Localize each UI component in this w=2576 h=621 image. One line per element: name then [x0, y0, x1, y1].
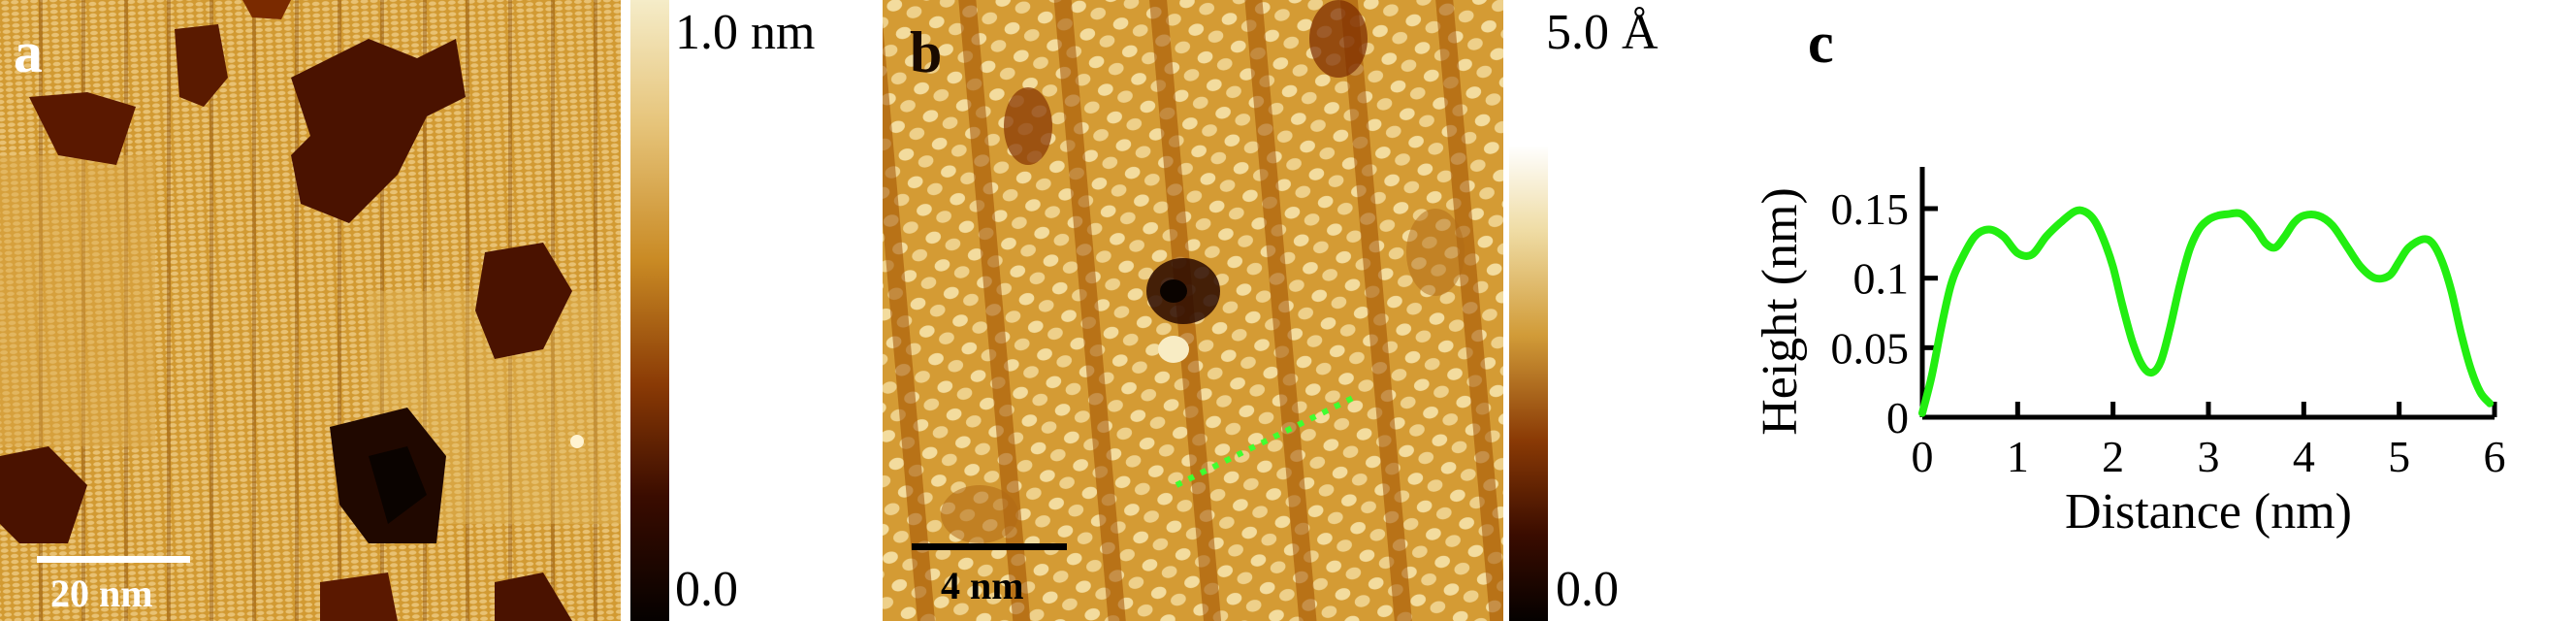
x-tick-label: 0: [1912, 432, 1934, 481]
x-axis-label: Distance (nm): [2065, 484, 2352, 539]
x-tick-label: 4: [2293, 432, 2315, 481]
y-axis-label: Height (nm): [1753, 187, 1808, 436]
x-tick-label: 5: [2388, 432, 2410, 481]
colorbar-a-min-label: 0.0: [675, 562, 738, 617]
stm-image-b: [883, 0, 1503, 621]
panel-letter-c: c: [1808, 11, 1834, 75]
height-profile-chart: 0 1 2 3 4 5 6 0 0.05 0.1 0.15 Distance (nm) Height…: [1753, 167, 2506, 539]
x-tick-label: 3: [2198, 432, 2220, 481]
colorbar-a: [630, 0, 669, 621]
panel-c: c 0 1 2 3 4 5 6 0 0.05 0.1 0.15 Distance (nm) Heig…: [1707, 0, 2576, 621]
height-profile-line: [1918, 206, 2495, 417]
scalebar-label-b: 4 nm: [941, 564, 1024, 607]
y-tick-label: 0: [1886, 393, 1909, 442]
stm-image-a-graphic: [0, 0, 621, 621]
colorbar-b-max-label: 5.0 Å: [1546, 5, 1658, 60]
y-tick-label: 0.05: [1831, 323, 1910, 373]
panel-letter-b: b: [910, 20, 943, 84]
scalebar-b: [912, 543, 1067, 550]
x-tick-label: 6: [2484, 432, 2506, 481]
y-tick-label: 0.1: [1853, 254, 1910, 304]
colorbar-b: [1509, 146, 1548, 621]
chart-plot-area: [1918, 206, 2495, 417]
panel-a: a 20 nm 1.0 nm 0.0: [0, 0, 853, 621]
scalebar-label-a: 20 nm: [50, 572, 153, 615]
chart-axes: [1919, 167, 2495, 420]
stm-image-b-graphic: [883, 0, 1503, 621]
panel-b: b 4 nm 5.0 Å 0.0: [883, 0, 1717, 621]
y-tick-label: 0.15: [1831, 184, 1910, 234]
colorbar-b-min-label: 0.0: [1556, 562, 1619, 617]
stm-image-a: [0, 0, 621, 621]
colorbar-a-max-label: 1.0 nm: [675, 5, 816, 60]
x-tick-label: 1: [2007, 432, 2029, 481]
scalebar-a: [37, 556, 190, 563]
panel-letter-a: a: [14, 20, 43, 84]
x-tick-label: 2: [2102, 432, 2124, 481]
